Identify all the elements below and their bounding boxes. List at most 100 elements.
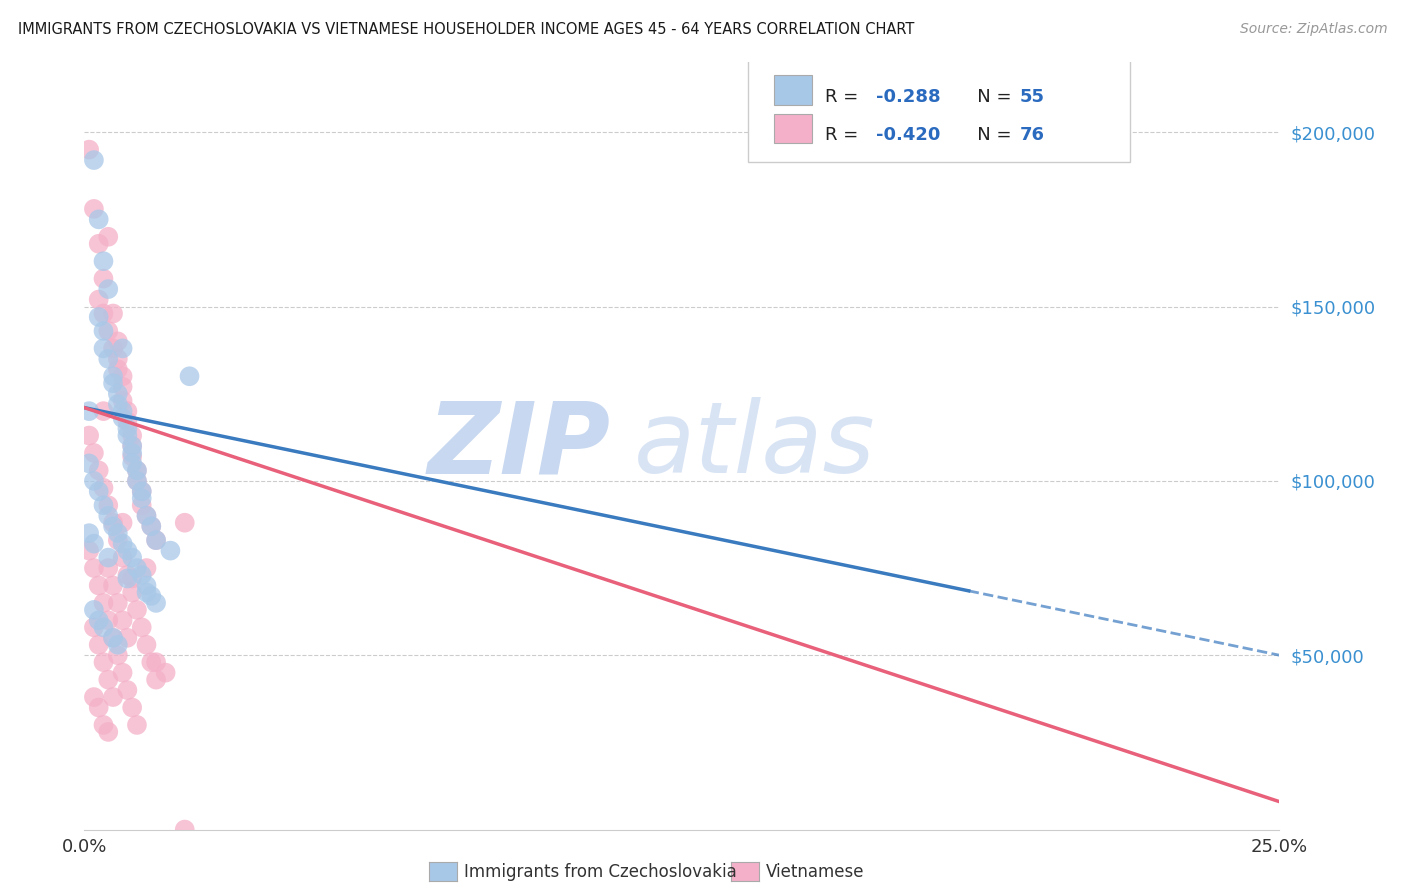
Point [117,572,139,586]
FancyBboxPatch shape [773,114,813,143]
Point [111,404,134,418]
Point [135,508,157,523]
Point [141,519,163,533]
Point [141,589,163,603]
Point [121,439,143,453]
Point [145,673,167,687]
Point [77,143,100,157]
Point [97,613,120,627]
Point [77,457,100,471]
Point [131,620,153,634]
Point [125,718,148,732]
Text: 76: 76 [1021,127,1045,145]
Text: Source: ZipAtlas.com: Source: ZipAtlas.com [1240,22,1388,37]
Point [93,254,115,268]
Point [107,386,129,401]
Point [159,543,181,558]
Point [97,561,120,575]
Point [87,463,110,477]
Point [121,428,143,442]
Point [77,404,100,418]
Point [87,613,110,627]
Point [101,342,124,356]
Point [107,362,129,376]
Point [107,526,129,541]
FancyBboxPatch shape [748,59,1130,162]
Point [141,655,163,669]
Point [155,665,177,680]
Point [97,725,120,739]
Point [111,393,134,408]
Point [135,508,157,523]
Point [117,683,139,698]
Point [117,428,139,442]
Point [121,450,143,464]
Point [117,631,139,645]
Point [131,484,153,499]
Point [145,533,167,548]
Point [111,613,134,627]
Text: -0.288: -0.288 [876,88,941,106]
Point [101,519,124,533]
Point [97,550,120,565]
Point [107,648,129,663]
Point [111,516,134,530]
Point [107,351,129,366]
Point [121,700,143,714]
Point [93,655,115,669]
Point [87,212,110,227]
Point [107,596,129,610]
Point [121,572,143,586]
Point [125,603,148,617]
Text: atlas: atlas [634,398,876,494]
Point [97,498,120,512]
Point [87,484,110,499]
Point [111,411,134,425]
Point [83,446,105,460]
Point [107,638,129,652]
Point [121,439,143,453]
Point [97,351,120,366]
Point [131,498,153,512]
Point [93,620,115,634]
Point [121,585,143,599]
Point [101,631,124,645]
Point [117,421,139,435]
Point [101,690,124,704]
Point [83,603,105,617]
Point [83,202,105,216]
Point [97,508,120,523]
Point [77,543,100,558]
Text: IMMIGRANTS FROM CZECHOSLOVAKIA VS VIETNAMESE HOUSEHOLDER INCOME AGES 45 - 64 YEA: IMMIGRANTS FROM CZECHOSLOVAKIA VS VIETNA… [18,22,915,37]
Point [125,474,148,488]
Point [173,516,195,530]
Point [83,620,105,634]
Point [107,334,129,349]
Text: R =: R = [825,127,865,145]
Point [83,690,105,704]
Point [117,415,139,429]
Point [101,631,124,645]
Point [93,718,115,732]
Point [97,282,120,296]
Point [87,310,110,324]
Point [107,397,129,411]
Point [125,561,148,575]
Point [117,543,139,558]
Text: 55: 55 [1021,88,1045,106]
Point [93,596,115,610]
Point [83,153,105,167]
Point [101,578,124,592]
Point [145,596,167,610]
Point [173,822,195,837]
Point [101,376,124,391]
Point [83,474,105,488]
Point [117,404,139,418]
Point [121,457,143,471]
Point [131,568,153,582]
Point [101,516,124,530]
Point [93,404,115,418]
Point [135,561,157,575]
FancyBboxPatch shape [773,76,813,104]
Point [87,578,110,592]
